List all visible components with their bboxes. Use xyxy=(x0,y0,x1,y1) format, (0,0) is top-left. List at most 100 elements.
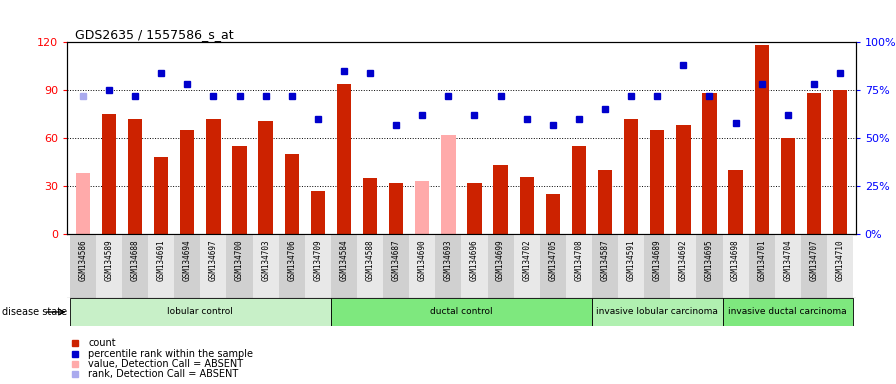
Bar xyxy=(389,183,403,234)
Text: GSM134701: GSM134701 xyxy=(757,239,766,281)
Bar xyxy=(201,234,227,298)
Text: invasive ductal carcinoma: invasive ductal carcinoma xyxy=(728,308,847,316)
Text: GSM134705: GSM134705 xyxy=(548,239,557,281)
Bar xyxy=(624,119,638,234)
Bar xyxy=(305,234,331,298)
Bar xyxy=(749,234,775,298)
Bar xyxy=(148,234,174,298)
Text: GSM134698: GSM134698 xyxy=(731,239,740,281)
Bar xyxy=(102,114,116,234)
Text: GSM134696: GSM134696 xyxy=(470,239,479,281)
Bar xyxy=(833,90,848,234)
Text: GSM134690: GSM134690 xyxy=(418,239,426,281)
Bar xyxy=(806,93,821,234)
Bar xyxy=(722,234,749,298)
Text: GSM134591: GSM134591 xyxy=(626,239,635,281)
Text: value, Detection Call = ABSENT: value, Detection Call = ABSENT xyxy=(88,359,244,369)
Text: invasive lobular carcinoma: invasive lobular carcinoma xyxy=(597,308,719,316)
Text: GSM134707: GSM134707 xyxy=(809,239,818,281)
Bar xyxy=(546,194,560,234)
Bar xyxy=(331,234,357,298)
Bar xyxy=(357,234,383,298)
Bar xyxy=(311,191,325,234)
Bar xyxy=(801,234,827,298)
Bar xyxy=(618,234,644,298)
Text: GSM134584: GSM134584 xyxy=(340,239,349,281)
Bar xyxy=(494,166,508,234)
Text: GSM134704: GSM134704 xyxy=(783,239,792,281)
Bar xyxy=(754,45,769,234)
Text: GSM134706: GSM134706 xyxy=(288,239,297,281)
Bar xyxy=(180,130,194,234)
Bar xyxy=(227,234,253,298)
Text: GSM134700: GSM134700 xyxy=(235,239,244,281)
Text: GSM134699: GSM134699 xyxy=(496,239,505,281)
Bar xyxy=(331,298,592,326)
Text: count: count xyxy=(88,338,116,348)
Bar xyxy=(96,234,122,298)
Bar xyxy=(206,119,220,234)
Bar xyxy=(513,234,539,298)
Text: GSM134695: GSM134695 xyxy=(705,239,714,281)
Bar xyxy=(383,234,409,298)
Bar xyxy=(487,234,513,298)
Bar xyxy=(122,234,148,298)
Bar xyxy=(128,119,142,234)
Bar xyxy=(253,234,279,298)
Bar xyxy=(702,93,717,234)
Text: GSM134710: GSM134710 xyxy=(835,239,845,281)
Bar xyxy=(780,138,795,234)
Bar xyxy=(258,121,272,234)
Text: GSM134589: GSM134589 xyxy=(105,239,114,281)
Text: rank, Detection Call = ABSENT: rank, Detection Call = ABSENT xyxy=(88,369,238,379)
Bar xyxy=(566,234,592,298)
Bar xyxy=(775,234,801,298)
Text: GSM134693: GSM134693 xyxy=(444,239,452,281)
Text: lobular control: lobular control xyxy=(168,308,233,316)
Bar xyxy=(279,234,305,298)
Bar xyxy=(728,170,743,234)
Bar xyxy=(70,298,331,326)
Text: GSM134709: GSM134709 xyxy=(314,239,323,281)
Bar xyxy=(154,157,168,234)
Bar xyxy=(696,234,722,298)
Text: GSM134586: GSM134586 xyxy=(78,239,88,281)
Bar xyxy=(650,130,665,234)
Bar xyxy=(75,174,90,234)
Text: GSM134703: GSM134703 xyxy=(261,239,270,281)
Bar xyxy=(70,234,96,298)
Bar xyxy=(285,154,299,234)
Bar xyxy=(592,298,722,326)
Text: GDS2635 / 1557586_s_at: GDS2635 / 1557586_s_at xyxy=(75,28,234,41)
Bar xyxy=(461,234,487,298)
Bar xyxy=(174,234,201,298)
Bar xyxy=(572,146,586,234)
Bar xyxy=(441,135,455,234)
Text: GSM134689: GSM134689 xyxy=(653,239,662,281)
Bar xyxy=(676,126,691,234)
Text: GSM134587: GSM134587 xyxy=(600,239,609,281)
Bar xyxy=(598,170,612,234)
Bar xyxy=(409,234,435,298)
Text: GSM134694: GSM134694 xyxy=(183,239,192,281)
Text: GSM134697: GSM134697 xyxy=(209,239,218,281)
Text: ductal control: ductal control xyxy=(430,308,493,316)
Bar xyxy=(337,84,351,234)
Bar xyxy=(722,298,853,326)
Text: GSM134687: GSM134687 xyxy=(392,239,401,281)
Text: GSM134702: GSM134702 xyxy=(522,239,531,281)
Text: GSM134708: GSM134708 xyxy=(574,239,583,281)
Bar xyxy=(644,234,670,298)
Bar xyxy=(827,234,853,298)
Text: percentile rank within the sample: percentile rank within the sample xyxy=(88,349,254,359)
Text: GSM134688: GSM134688 xyxy=(131,239,140,281)
Text: disease state: disease state xyxy=(2,307,67,317)
Bar xyxy=(363,178,377,234)
Bar xyxy=(520,177,534,234)
Text: GSM134588: GSM134588 xyxy=(366,239,375,281)
Bar xyxy=(539,234,566,298)
Bar xyxy=(435,234,461,298)
Bar xyxy=(468,183,482,234)
Text: GSM134691: GSM134691 xyxy=(157,239,166,281)
Bar xyxy=(592,234,618,298)
